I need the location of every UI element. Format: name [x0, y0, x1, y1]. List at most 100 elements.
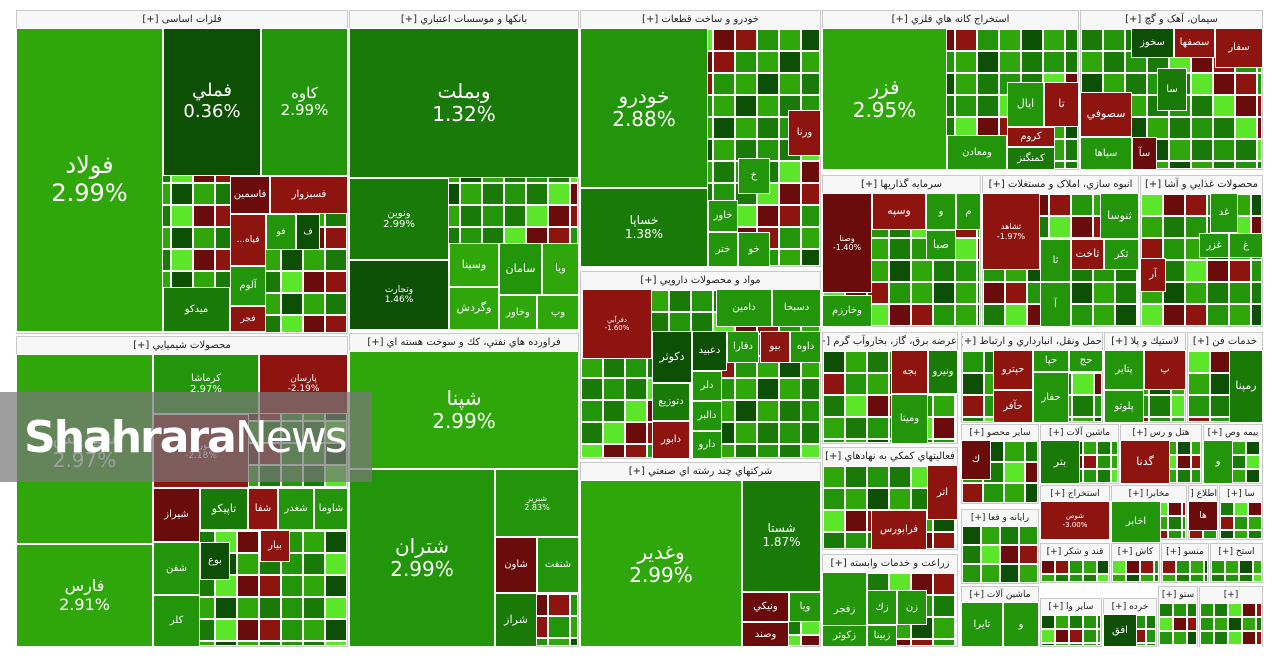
sector-header[interactable]: محصولات غذايي و آشا [+]	[1141, 176, 1262, 195]
ticker-tile[interactable]: ومعادن	[947, 135, 1007, 170]
ticker-tile[interactable]: وپ	[537, 295, 579, 330]
ticker-tile[interactable]: وصند	[742, 622, 789, 647]
ticker-tile[interactable]: ف	[296, 214, 320, 250]
ticker-tile[interactable]: رمپنا	[1229, 350, 1263, 423]
ticker-tile[interactable]: شغدر	[278, 488, 314, 530]
ticker-tile[interactable]: فارس 2.91%	[16, 544, 153, 647]
ticker-tile[interactable]: داوه	[790, 331, 821, 363]
sector-header[interactable]: كاش [+]	[1112, 544, 1159, 561]
ticker-tile[interactable]: فسبزوار	[270, 176, 348, 214]
ticker-tile[interactable]: دامين	[716, 289, 772, 327]
ticker-tile[interactable]: وتجارت 1.46%	[349, 260, 449, 330]
ticker-tile[interactable]: حپا	[1033, 350, 1069, 372]
ticker-tile[interactable]: سياها	[1080, 137, 1132, 170]
ticker-tile[interactable]: فو	[266, 214, 296, 250]
ticker-tile[interactable]: بوع	[200, 542, 230, 580]
ticker-tile[interactable]: پ	[1144, 350, 1186, 390]
sector-header[interactable]: استخ [+]	[1211, 544, 1262, 561]
ticker-tile[interactable]: فزر 2.95%	[822, 28, 947, 170]
ticker-tile[interactable]: گدنا	[1120, 440, 1170, 484]
ticker-tile[interactable]: بيار	[260, 530, 290, 562]
ticker-tile[interactable]: ايال	[1007, 82, 1044, 127]
ticker-tile[interactable]: دعبيد	[692, 331, 727, 371]
ticker-tile[interactable]: وسينا	[449, 243, 499, 287]
ticker-tile[interactable]: وميتا	[891, 394, 928, 444]
ticker-tile[interactable]: زبينا	[867, 625, 897, 647]
ticker-tile[interactable]: ها	[1188, 501, 1218, 531]
ticker-tile[interactable]: وصنا -1.40%	[822, 193, 872, 293]
ticker-tile[interactable]: سفار	[1215, 28, 1263, 68]
ticker-tile[interactable]: وخارزم	[822, 295, 872, 327]
ticker-tile[interactable]: شنفت	[537, 537, 579, 593]
ticker-tile[interactable]: بيو	[760, 331, 790, 363]
ticker-tile[interactable]: دارو	[692, 431, 722, 459]
sector-header[interactable]: سا [+]	[1220, 486, 1262, 503]
ticker-tile[interactable]: دکوثر	[652, 331, 692, 383]
ticker-tile[interactable]: دلر	[692, 371, 722, 401]
sector-header[interactable]: رايانه و فعا [+]	[962, 510, 1038, 527]
ticker-tile[interactable]: زن	[897, 590, 927, 625]
ticker-tile[interactable]: حفار	[1033, 372, 1069, 423]
ticker-tile[interactable]: تا	[1044, 82, 1079, 127]
ticker-tile[interactable]: اخابر	[1111, 501, 1161, 543]
ticker-tile[interactable]: م	[956, 193, 981, 230]
ticker-tile[interactable]: صبا	[926, 230, 956, 260]
ticker-tile[interactable]: شراز	[495, 593, 537, 647]
ticker-tile[interactable]: ونوين 2.99%	[349, 178, 449, 260]
ticker-tile[interactable]: سصوفي	[1080, 92, 1132, 137]
ticker-tile[interactable]: وسپه	[872, 193, 926, 230]
ticker-tile[interactable]: كمنگنز	[1007, 147, 1055, 170]
ticker-tile[interactable]: افق	[1103, 614, 1137, 647]
ticker-tile[interactable]: ك	[961, 440, 991, 480]
ticker-tile[interactable]: سخوز	[1131, 28, 1174, 58]
ticker-tile[interactable]: وغدير 2.99%	[580, 480, 742, 647]
ticker-tile[interactable]: شوص -3.00%	[1040, 501, 1110, 540]
ticker-tile[interactable]: ويا	[542, 243, 579, 295]
sector-header[interactable]: ساير وا [+]	[1041, 599, 1101, 616]
ticker-tile[interactable]: كروم	[1007, 127, 1055, 147]
ticker-tile[interactable]: بجه	[891, 350, 928, 394]
ticker-tile[interactable]: دفرآبي -1.60%	[582, 289, 652, 359]
ticker-tile[interactable]: فجر	[230, 306, 266, 332]
ticker-tile[interactable]: ثكر	[1104, 239, 1139, 270]
ticker-tile[interactable]: ميدکو	[163, 287, 230, 332]
sector-header[interactable]: منسو [+]	[1162, 544, 1208, 561]
ticker-tile[interactable]: ثشاهد -1.97%	[982, 193, 1040, 270]
ticker-tile[interactable]: ورنا	[788, 110, 821, 156]
ticker-tile[interactable]: بتر	[1040, 440, 1080, 484]
ticker-tile[interactable]: و	[1203, 440, 1233, 484]
ticker-tile[interactable]: سصفها	[1174, 28, 1215, 58]
ticker-tile[interactable]: پلوتو	[1104, 390, 1144, 423]
ticker-tile[interactable]: و	[1003, 602, 1039, 647]
ticker-tile[interactable]: حپترو	[993, 350, 1033, 390]
ticker-tile[interactable]: ويا	[789, 592, 821, 622]
ticker-tile[interactable]: ونيرو	[928, 350, 958, 394]
ticker-tile[interactable]: خساپا 1.38%	[580, 188, 708, 267]
ticker-tile[interactable]: خو	[738, 232, 770, 267]
ticker-tile[interactable]: ثاخت	[1071, 239, 1104, 270]
ticker-tile[interactable]: ثنوسا	[1100, 193, 1139, 239]
ticker-tile[interactable]: غ	[1229, 233, 1263, 258]
ticker-tile[interactable]: حآفر	[993, 390, 1033, 423]
ticker-tile[interactable]: سآ	[1132, 137, 1157, 170]
ticker-tile[interactable]: پتاير	[1104, 350, 1144, 390]
sector-header[interactable]: ستو [+]	[1159, 587, 1197, 604]
ticker-tile[interactable]: سامان	[499, 243, 542, 295]
ticker-tile[interactable]: خودرو 2.88%	[580, 28, 708, 188]
ticker-tile[interactable]: شتران 2.99%	[349, 469, 495, 647]
sector-header[interactable]: [+]	[1200, 587, 1262, 604]
ticker-tile[interactable]: فولاد 2.99%	[16, 28, 163, 332]
ticker-tile[interactable]: اتر	[927, 465, 958, 520]
ticker-tile[interactable]: ختر	[708, 232, 738, 267]
ticker-tile[interactable]: سا	[1157, 68, 1187, 111]
ticker-tile[interactable]: کلر	[153, 595, 200, 647]
ticker-tile[interactable]: دابور	[652, 421, 690, 459]
ticker-tile[interactable]: آلوم	[230, 266, 266, 306]
ticker-tile[interactable]: وگردش	[449, 287, 499, 330]
ticker-tile[interactable]: شاوما	[314, 488, 348, 530]
ticker-tile[interactable]: شستا 1.87%	[742, 480, 821, 592]
ticker-tile[interactable]: ...فياه	[230, 214, 266, 266]
ticker-tile[interactable]: تايرا	[961, 602, 1003, 647]
ticker-tile[interactable]: تاپيکو	[200, 488, 248, 530]
ticker-tile[interactable]: شفن	[153, 542, 200, 595]
